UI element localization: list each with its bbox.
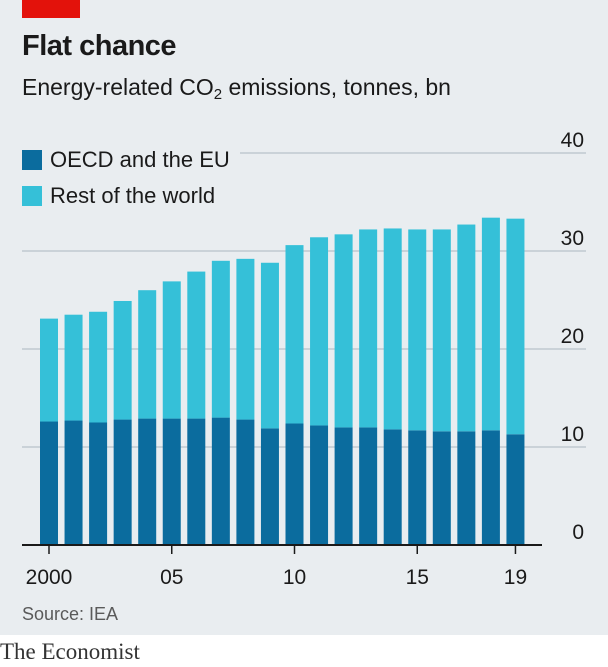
bar-oecd-2018: [481, 430, 500, 545]
bar-oecd-2006: [187, 418, 206, 545]
brand-logo: The Economist: [0, 639, 140, 664]
bar-oecd-2004: [138, 418, 157, 545]
bar-rest-2012: [334, 234, 353, 428]
bar-oecd-2017: [457, 431, 476, 545]
bar-rest-2002: [89, 311, 108, 423]
bar-rest-2007: [211, 260, 230, 418]
bar-oecd-2016: [432, 431, 451, 545]
bar-oecd-2005: [162, 418, 181, 545]
x-tick-label-2000: 2000: [26, 566, 73, 589]
legend-label-rest: Rest of the world: [50, 183, 216, 208]
bar-rest-2018: [481, 217, 500, 431]
chart-subtitle: Energy-related CO2 emissions, tonnes, bn: [22, 74, 451, 103]
brand-red-tag: [22, 0, 80, 18]
bar-rest-2011: [310, 237, 329, 426]
bar-rest-2001: [64, 314, 83, 421]
y-tick-label-10: 10: [561, 423, 584, 446]
legend-swatch-rest: [22, 186, 42, 206]
bar-oecd-2015: [408, 430, 427, 545]
x-tick-label-2015: 15: [406, 566, 429, 589]
bar-oecd-2014: [383, 429, 402, 545]
bar-rest-2010: [285, 245, 304, 424]
bar-rest-2005: [162, 281, 181, 419]
bar-oecd-2007: [211, 417, 230, 545]
bar-oecd-2013: [359, 427, 378, 545]
legend-item-oecd: OECD and the EU: [22, 142, 230, 178]
legend: OECD and the EU Rest of the world: [22, 142, 230, 214]
bar-oecd-2019: [506, 434, 525, 545]
x-tick-label-2010: 10: [283, 566, 306, 589]
chart-title: Flat chance: [22, 30, 177, 62]
bar-rest-2019: [506, 218, 525, 435]
bar-oecd-2010: [285, 423, 304, 545]
x-tick-label-2005: 05: [160, 566, 183, 589]
y-tick-label-20: 20: [561, 325, 584, 348]
bar-rest-2009: [260, 262, 279, 429]
bar-oecd-2002: [89, 422, 108, 545]
bar-oecd-2001: [64, 420, 83, 545]
legend-swatch-oecd: [22, 150, 42, 170]
bar-rest-2013: [359, 229, 378, 428]
legend-label-oecd: OECD and the EU: [50, 147, 230, 172]
source-note: Source: IEA: [22, 604, 119, 624]
bar-oecd-2009: [260, 428, 279, 545]
subtitle-main: Energy-related CO: [22, 74, 214, 100]
bar-oecd-2012: [334, 427, 353, 545]
x-tick-label-2019: 19: [504, 566, 527, 589]
y-tick-label-0: 0: [572, 521, 584, 544]
bar-oecd-2008: [236, 419, 255, 545]
bar-rest-2000: [40, 318, 58, 422]
bar-rest-2004: [138, 290, 157, 419]
legend-item-rest: Rest of the world: [22, 178, 230, 214]
bar-rest-2006: [187, 271, 206, 419]
bar-oecd-2011: [310, 425, 329, 545]
bar-rest-2017: [457, 224, 476, 432]
y-tick-label-30: 30: [561, 227, 584, 250]
bar-oecd-2003: [113, 419, 132, 545]
bar-oecd-2000: [40, 421, 58, 545]
bar-rest-2016: [432, 229, 451, 432]
bar-rest-2014: [383, 228, 402, 430]
bar-rest-2008: [236, 258, 255, 420]
bar-rest-2003: [113, 300, 132, 420]
subtitle-subscript: 2: [213, 86, 223, 103]
subtitle-tail: emissions, tonnes, bn: [222, 74, 451, 100]
y-tick-label-40: 40: [561, 129, 584, 152]
bar-rest-2015: [408, 229, 427, 431]
